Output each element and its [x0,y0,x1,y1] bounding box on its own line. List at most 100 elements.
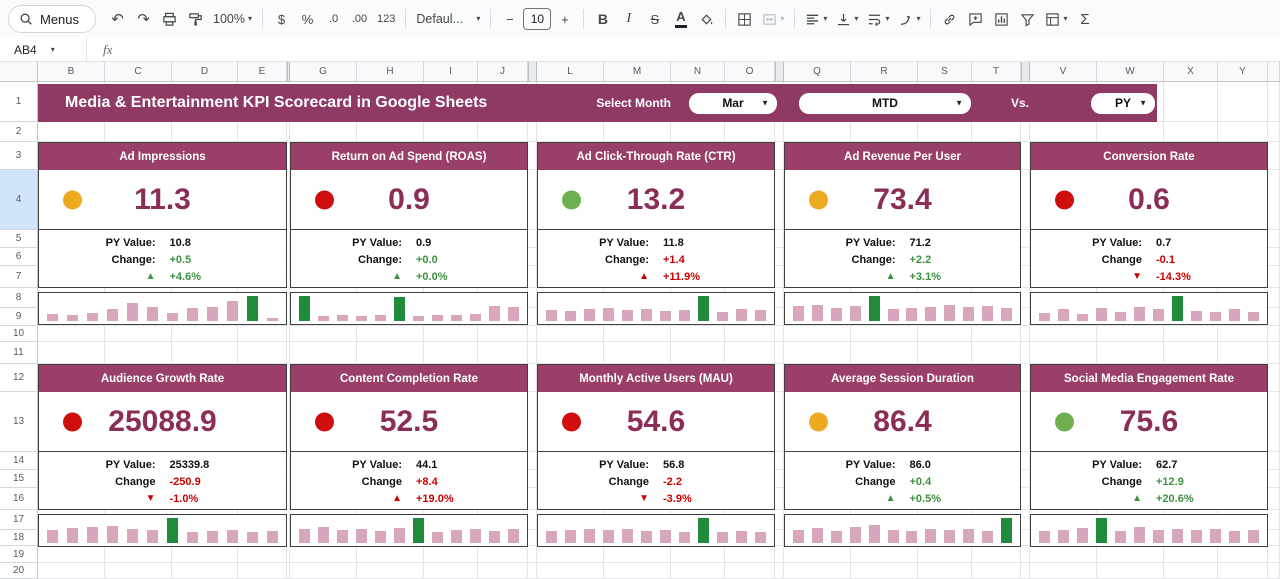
column-header-V[interactable]: V [1030,62,1097,81]
row-header-9[interactable]: 9 [0,308,38,326]
row-header-8[interactable]: 8 [0,288,38,308]
zoom-selector[interactable]: 100% ▾ [209,6,256,32]
increase-font-size-button[interactable]: + [552,6,577,32]
spark-bar [584,309,595,321]
spark-bar [887,530,899,543]
kpi-stats: PY Value: 0.9 Change: +0.0 ▲ +0.0% [291,230,527,285]
kpi-value-area: 52.5 [291,392,527,452]
column-header-I[interactable]: I [424,62,478,81]
column-header-S[interactable]: S [918,62,972,81]
kpi-stats: PY Value: 56.8 Change -2.2 ▼ -3.9% [538,452,774,507]
strikethrough-button[interactable]: S [642,6,667,32]
create-filter-button[interactable] [1015,6,1040,32]
row-header-18[interactable]: 18 [0,530,38,546]
spark-bar [622,529,633,543]
row-header-6[interactable]: 6 [0,248,38,266]
column-header-L[interactable]: L [537,62,604,81]
insert-chart-button[interactable] [989,6,1014,32]
period-dropdown[interactable]: MTD ▼ [798,92,971,114]
merge-cells-button[interactable]: ▾ [758,6,788,32]
format-currency-button[interactable]: $ [269,6,294,32]
column-header-G[interactable]: G [290,62,357,81]
spark-bar [1134,527,1145,543]
row-header-16[interactable]: 16 [0,488,38,510]
italic-button[interactable]: I [616,6,641,32]
row-headers: 1 2 3 4 5 6 7 8 9 10 11 12 13 14 15 16 17 18 19 20 [0,82,38,579]
spark-bar [868,296,880,321]
column-header-J[interactable]: J [478,62,528,81]
column-header-D[interactable]: D [172,62,238,81]
row-header-11[interactable]: 11 [0,342,38,364]
increase-decimal-button[interactable]: .00 [347,6,372,32]
spark-bar [755,310,766,321]
horizontal-align-button[interactable]: ▾ [801,6,831,32]
insert-comment-button[interactable] [963,6,988,32]
column-header-Y[interactable]: Y [1218,62,1268,81]
insert-link-button[interactable] [937,6,962,32]
bold-button[interactable]: B [590,6,615,32]
text-color-button[interactable]: A [668,6,693,32]
decrease-decimal-button[interactable]: .0 [321,6,346,32]
format-percent-button[interactable]: % [295,6,320,32]
row-header-3[interactable]: 3 [0,142,38,170]
row-header-7[interactable]: 7 [0,266,38,288]
row-header-2[interactable]: 2 [0,122,38,142]
row-header-4[interactable]: 4 [0,170,38,230]
kpi-card-main: Audience Growth Rate 25088.9 PY Value: 25… [38,364,287,510]
row-header-20[interactable]: 20 [0,563,38,579]
vertical-align-button[interactable]: ▾ [832,6,862,32]
comparison-dropdown[interactable]: PY ▼ [1091,92,1155,114]
row-header-15[interactable]: 15 [0,470,38,488]
column-header-H[interactable]: H [357,62,424,81]
column-header-N[interactable]: N [671,62,725,81]
spark-bar [470,314,481,321]
borders-button[interactable] [732,6,757,32]
spark-bar [1058,530,1069,543]
fill-color-button[interactable] [694,6,719,32]
functions-button[interactable]: Σ [1072,6,1097,32]
spark-bar [1210,529,1221,543]
column-header-R[interactable]: R [851,62,918,81]
row-header-14[interactable]: 14 [0,452,38,470]
spark-bar [67,315,78,321]
column-header-T[interactable]: T [972,62,1021,81]
redo-button[interactable]: ↷ [131,6,156,32]
column-header-X[interactable]: X [1164,62,1218,81]
undo-button[interactable]: ↶ [105,6,130,32]
column-header-E[interactable]: E [238,62,287,81]
trend-arrow-icon: ▲ [885,271,896,282]
row-header-12[interactable]: 12 [0,364,38,392]
paint-format-button[interactable] [183,6,208,32]
row-header-17[interactable]: 17 [0,510,38,530]
text-wrap-button[interactable]: ▾ [863,6,893,32]
font-selector[interactable]: Defaul... ▾ [412,6,484,32]
kpi-sparkline [784,292,1021,325]
sheet-canvas[interactable]: Media & Entertainment KPI Scorecard in G… [38,82,1280,579]
column-header-M[interactable]: M [604,62,671,81]
spark-bar [811,528,823,543]
name-box[interactable]: AB4 ▾ [0,38,86,61]
row-header-5[interactable]: 5 [0,230,38,248]
spark-bar [337,315,348,321]
row-header-1[interactable]: 1 [0,82,38,122]
menus-button[interactable]: Menus [8,5,97,33]
row-header-10[interactable]: 10 [0,326,38,342]
column-header-Q[interactable]: Q [784,62,851,81]
more-formats-button[interactable]: 123 [373,6,399,32]
column-header-O[interactable]: O [725,62,775,81]
toolbar-separator [930,9,932,29]
month-dropdown[interactable]: Mar ▼ [688,92,777,114]
column-header-C[interactable]: C [105,62,172,81]
print-button[interactable] [157,6,182,32]
row-header-19[interactable]: 19 [0,546,38,563]
column-header-W[interactable]: W [1097,62,1164,81]
table-views-button[interactable]: ▾ [1041,6,1071,32]
decrease-font-size-button[interactable]: − [497,6,522,32]
column-header-B[interactable]: B [38,62,105,81]
row-header-13[interactable]: 13 [0,392,38,452]
select-all-corner[interactable] [0,62,38,82]
kpi-value: 75.6 [1119,404,1179,438]
text-rotation-button[interactable]: ▾ [894,6,924,32]
font-size-input[interactable]: 10 [523,8,552,30]
